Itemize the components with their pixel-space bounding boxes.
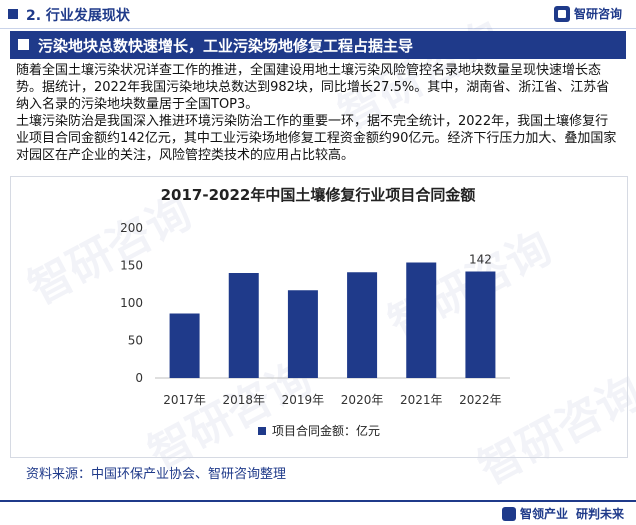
y-tick-label: 100: [120, 296, 143, 310]
bar-2021年: [406, 262, 437, 378]
source-note: 资料来源：中国环保产业协会、智研咨询整理: [26, 467, 287, 482]
headline-banner: 污染地块总数快速增长，工业污染场地修复工程占据主导: [10, 31, 626, 59]
chart-frame: [10, 176, 628, 458]
bar-2017年: [169, 313, 200, 378]
footer-tagline: 研判未来: [575, 507, 624, 521]
y-tick-label: 50: [128, 334, 143, 348]
bar-2018年: [228, 273, 259, 378]
logo-icon: [553, 5, 570, 22]
header-divider: [0, 28, 636, 29]
paragraph-detail: 土壤污染防治是我国深入推进环境污染防治工作的重要一环，据不完全统计，2022年，…: [16, 114, 617, 163]
x-tick-label: 2021年: [400, 393, 443, 407]
bar-chart: 0 50 100 150 200 2017年 2018年 2019年 2020年 2021年 202…: [120, 221, 510, 438]
section-marker-icon: [8, 9, 18, 19]
footer-logo-text: 智领产业: [519, 507, 568, 521]
legend-swatch: [258, 427, 266, 435]
y-tick-label: 0: [135, 371, 143, 385]
footer-brand: 智领产业 研判未来: [501, 505, 624, 522]
x-tick-label: 2022年: [459, 393, 502, 407]
chart-title: 2017-2022年中国土壤修复行业项目合同金额: [160, 186, 476, 204]
y-tick-label: 200: [120, 221, 143, 235]
bar-2019年: [287, 290, 318, 378]
x-tick-label: 2018年: [222, 393, 265, 407]
section-title: 2. 行业发展现状: [26, 8, 130, 24]
x-tick-label: 2020年: [341, 393, 384, 407]
bar-2022年: [465, 271, 496, 378]
footer-logo-icon: [501, 506, 516, 521]
bar-2020年: [347, 272, 378, 378]
logo-text: 智研咨询: [573, 7, 622, 21]
header-bar: 2. 行业发展现状 智研咨询: [0, 0, 636, 28]
banner-title: 污染地块总数快速增长，工业污染场地修复工程占据主导: [38, 37, 414, 55]
footer-divider: [0, 500, 636, 502]
banner-square-icon: [18, 39, 29, 50]
x-tick-label: 2017年: [163, 393, 206, 407]
paragraph-intro: 随着全国土壤污染状况详查工作的推进，全国建设用地土壤污染风险管控名录地块数量呈现…: [16, 63, 610, 112]
legend-label: 项目合同金额：亿元: [272, 423, 380, 438]
x-tick-label: 2019年: [282, 393, 325, 407]
y-tick-label: 150: [120, 259, 143, 273]
data-label: 142: [469, 253, 492, 267]
brand-logo: 智研咨询: [553, 5, 622, 22]
